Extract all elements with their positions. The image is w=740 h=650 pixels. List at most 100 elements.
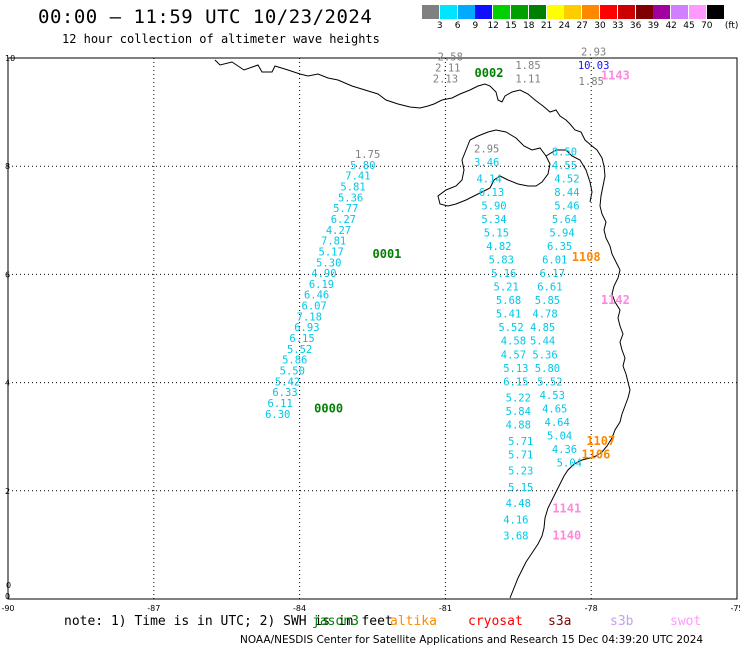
wave-height-value: 5.52 bbox=[287, 344, 312, 356]
pass-id-label: 1143 bbox=[601, 69, 630, 83]
colorbar-swatch bbox=[706, 5, 724, 19]
colorbar-swatch bbox=[617, 5, 635, 19]
colorbar-label: 12 bbox=[487, 21, 499, 31]
colorbar-label: 39 bbox=[647, 21, 660, 31]
coastline-inner bbox=[545, 149, 593, 203]
wave-height-value: 5.41 bbox=[496, 309, 521, 321]
wave-height-value: 3.68 bbox=[503, 530, 528, 542]
map-title: 00:00 – 11:59 UTC 10/23/2024 bbox=[38, 6, 373, 28]
satellite-legend-s3b: s3b bbox=[610, 614, 634, 629]
colorbar-label: 24 bbox=[558, 21, 571, 31]
colorbar-swatch bbox=[475, 5, 493, 19]
wave-height-value: 4.36 bbox=[552, 444, 577, 456]
lat-tick-label: 4 bbox=[5, 379, 10, 388]
wave-height-value: 5.71 bbox=[508, 436, 533, 448]
wave-height-value: 6.13 bbox=[479, 187, 504, 199]
wave-height-value: 2.93 bbox=[581, 46, 606, 58]
wave-height-value: 6.15 bbox=[503, 376, 528, 388]
lon-tick-label: -87 bbox=[147, 604, 160, 613]
pass-id-label: 1107 bbox=[586, 434, 615, 448]
wave-height-value: 4.16 bbox=[503, 514, 528, 526]
wave-height-value: 5.71 bbox=[508, 449, 533, 461]
wave-height-value: 5.22 bbox=[506, 393, 531, 405]
wave-height-value: 5.36 bbox=[338, 192, 363, 204]
wave-height-value: 6.11 bbox=[268, 398, 293, 410]
lat-tick-label: 6 bbox=[5, 270, 10, 279]
wave-height-value: 4.65 bbox=[542, 403, 567, 415]
wave-height-value: 5.80 bbox=[535, 363, 560, 375]
lat-tick-label: 0 bbox=[5, 592, 10, 601]
colorbar-unit: (ft) bbox=[724, 21, 739, 31]
colorbar-label: 70 bbox=[701, 21, 713, 31]
wave-height-value: 6.15 bbox=[289, 333, 314, 345]
satellite-legend-altika: altika bbox=[390, 614, 437, 629]
wave-height-value: 5.04 bbox=[547, 430, 572, 442]
colorbar-label: 36 bbox=[629, 21, 642, 31]
colorbar-label: 42 bbox=[665, 21, 677, 31]
wave-height-value: 5.15 bbox=[508, 482, 533, 494]
colorbar-label: 18 bbox=[523, 21, 535, 31]
colorbar-swatch bbox=[635, 5, 653, 19]
colorbar-label: 27 bbox=[576, 21, 588, 31]
wave-height-value: 4.85 bbox=[530, 322, 555, 334]
wave-height-value: 5.13 bbox=[503, 363, 528, 375]
satellite-legend-s3a: s3a bbox=[548, 614, 572, 629]
lon-tick-label: -75 bbox=[730, 604, 740, 613]
colorbar-label: 9 bbox=[472, 21, 479, 31]
wave-height-value: 5.83 bbox=[489, 255, 514, 267]
satellite-legend-jason3: jason3 bbox=[312, 614, 359, 629]
pass-id-label: 0001 bbox=[373, 247, 402, 261]
wave-height-value: 4.53 bbox=[540, 390, 565, 402]
colorbar-label: 15 bbox=[505, 21, 517, 31]
colorbar-swatch bbox=[511, 5, 528, 19]
colorbar-swatch bbox=[600, 5, 617, 19]
colorbar-label: 45 bbox=[683, 21, 695, 31]
wave-height-value: 1.85 bbox=[579, 76, 604, 88]
wave-height-value: 5.90 bbox=[481, 200, 506, 212]
wave-height-value: 5.15 bbox=[484, 228, 509, 240]
wave-height-value: 5.52 bbox=[537, 376, 562, 388]
track-1108-saral: 2.953.464.146.135.905.345.154.825.835.16… bbox=[474, 144, 533, 543]
wave-height-value: 4.14 bbox=[476, 173, 501, 185]
wave-height-value: 1.85 bbox=[515, 60, 540, 72]
lon-tick-label: -81 bbox=[439, 604, 452, 613]
wave-height-value: 7.41 bbox=[345, 171, 370, 183]
wave-height-value: 6.07 bbox=[302, 301, 327, 313]
colorbar-label: 3 bbox=[436, 21, 443, 31]
wave-height-value: 5.68 bbox=[496, 295, 521, 307]
wave-height-value: 5.52 bbox=[498, 322, 523, 334]
wave-height-value: 7.81 bbox=[321, 236, 346, 248]
lat-minor-tick-label: 0 bbox=[6, 581, 11, 590]
wave-height-value: 5.84 bbox=[506, 406, 531, 418]
wave-height-value: 6.19 bbox=[309, 279, 334, 291]
lat-tick-label: 2 bbox=[5, 487, 10, 496]
wave-height-value: 4.48 bbox=[506, 498, 531, 510]
axis-labels: -90 -87 -84 -81 -78 -75 10 8 6 4 2 0 0 bbox=[1, 54, 740, 613]
colorbar-swatch bbox=[422, 5, 439, 19]
lon-tick-label: -90 bbox=[1, 604, 14, 613]
wave-height-value: 6.93 bbox=[294, 322, 319, 334]
lat-tick-label: 10 bbox=[5, 54, 15, 63]
wave-height-value: 6.30 bbox=[265, 409, 290, 421]
pass-id-label: 1108 bbox=[572, 250, 601, 264]
colorbar-label: 33 bbox=[612, 21, 624, 31]
wave-height-value: 4.88 bbox=[506, 420, 531, 432]
wave-height-value: 5.85 bbox=[535, 295, 560, 307]
pass-id-label: 1142 bbox=[601, 293, 630, 307]
map-subtitle: 12 hour collection of altimeter wave hei… bbox=[62, 32, 380, 46]
wave-height-value: 5.34 bbox=[481, 214, 506, 226]
colorbar-swatch bbox=[528, 5, 546, 19]
wave-height-value: 5.46 bbox=[554, 200, 579, 212]
wave-height-value: 8.44 bbox=[554, 187, 579, 199]
wave-height-value: 5.04 bbox=[557, 457, 582, 469]
wave-height-value: 5.17 bbox=[319, 246, 344, 258]
wave-height-value: 2.58 bbox=[438, 52, 463, 64]
wave-height-value: 4.27 bbox=[326, 225, 351, 237]
pass-id-label: 0002 bbox=[475, 66, 504, 80]
satellite-legend-swot: swot bbox=[670, 614, 702, 629]
colorbar-swatch bbox=[546, 5, 564, 19]
wave-height-value: 4.55 bbox=[552, 160, 577, 172]
wave-height-value: 2.95 bbox=[474, 144, 499, 156]
